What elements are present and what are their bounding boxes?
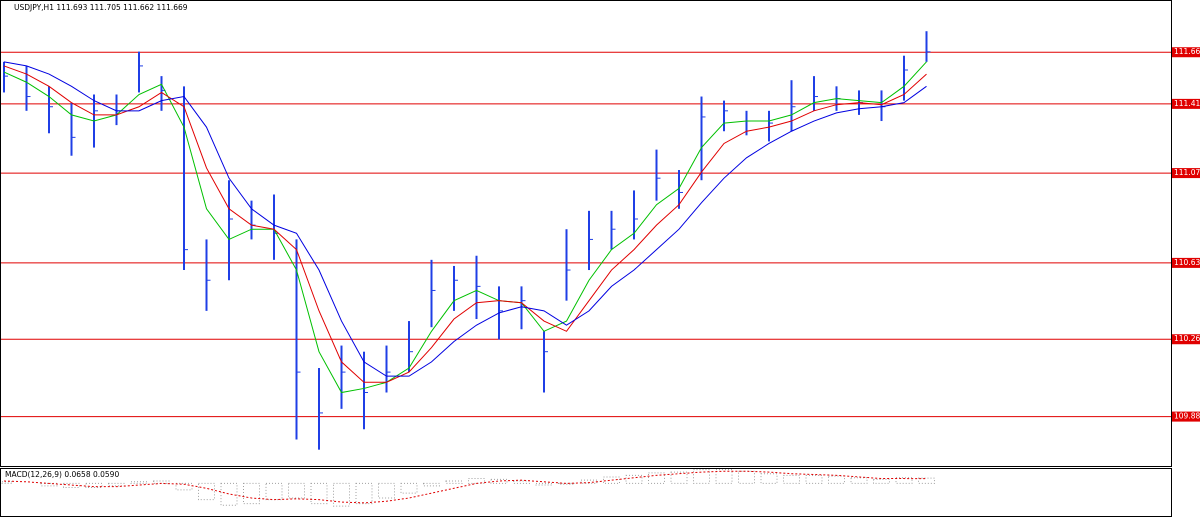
macd-bar	[400, 482, 418, 494]
level-label: 111.414	[1174, 99, 1200, 108]
macd-bar	[468, 478, 485, 484]
macd-title: MACD(12,26,9) 0.0658 0.0590	[5, 470, 119, 479]
moving-average	[3, 61, 927, 394]
macd-bar	[333, 482, 350, 507]
level-label: 110.261	[1174, 334, 1200, 343]
macd-bar	[738, 470, 755, 484]
macd-panel	[0, 468, 1172, 517]
macd-bar	[265, 482, 283, 501]
moving-average	[3, 65, 927, 383]
macd-bar	[828, 475, 845, 484]
main-panel	[0, 0, 1172, 467]
macd-bar	[63, 482, 80, 488]
macd-bar	[760, 473, 778, 484]
macd-bar	[490, 478, 508, 484]
level-label-box	[1172, 168, 1200, 179]
level-label: 109.882	[1174, 412, 1200, 421]
level-label-box	[1172, 411, 1200, 422]
labels: 111.667 111.414 111.075 110.635 110.261 109.8…	[1172, 47, 1200, 422]
chart-title: USDJPY,H1 111.693 111.705 111.662 111.66…	[14, 3, 188, 12]
macd-bar	[580, 479, 598, 484]
level-label: 111.075	[1174, 168, 1200, 177]
level-label: 110.635	[1174, 258, 1200, 267]
macd-bar	[603, 476, 620, 484]
level-label-box	[1172, 334, 1200, 345]
macd-bar	[670, 471, 688, 484]
macd-bar	[873, 478, 890, 484]
macd-bar	[850, 477, 868, 484]
macd-bar	[895, 477, 913, 484]
macd-bar	[918, 477, 935, 484]
macd-signal	[3, 470, 927, 504]
macd-bar	[220, 482, 238, 506]
macd-bar	[198, 482, 215, 501]
macd-bar	[85, 482, 103, 488]
macd-bar	[648, 472, 665, 484]
level-label-box	[1172, 98, 1200, 109]
macd-bar	[175, 482, 193, 491]
level-label-box	[1172, 257, 1200, 268]
level-label: 111.667	[1174, 47, 1200, 56]
macd-bar	[558, 482, 575, 485]
level-label-box	[1172, 47, 1200, 58]
marks	[0, 31, 1171, 507]
moving-average	[3, 61, 927, 377]
